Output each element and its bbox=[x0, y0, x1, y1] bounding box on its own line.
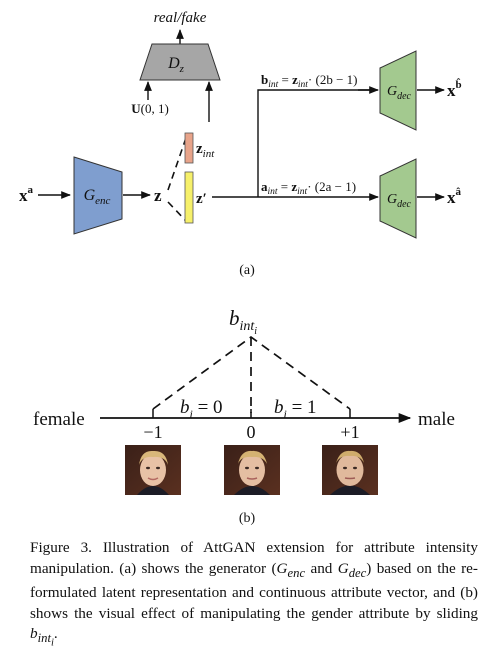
decoder-top-block bbox=[379, 50, 417, 131]
face-image-neutral bbox=[224, 445, 280, 495]
split-line-upper bbox=[167, 134, 188, 191]
z-int-label: zint bbox=[196, 141, 215, 160]
noise-label: U(0, 1) bbox=[131, 101, 169, 116]
z-int-bar bbox=[184, 132, 194, 164]
encoder-label: Genc bbox=[84, 187, 111, 207]
decoder-top-label: Gdec bbox=[387, 84, 412, 102]
split-line-lower bbox=[167, 201, 188, 223]
face-image-male bbox=[322, 445, 378, 495]
female-label: female bbox=[33, 409, 85, 430]
input-x-label: xa bbox=[19, 184, 34, 205]
face-image-female bbox=[125, 445, 181, 495]
z-prime-bar bbox=[184, 171, 194, 224]
discriminator-block bbox=[139, 43, 221, 81]
caption-g-dec: Gdec bbox=[337, 559, 367, 580]
figure-caption: Figure 3. Illustration of AttGAN extensi… bbox=[30, 538, 478, 655]
caption-text-1: Figure 3. Illustration of AttGAN extensi… bbox=[30, 539, 478, 577]
b-int-formula: bint = zint· (2b − 1) bbox=[261, 72, 358, 90]
decoder-bottom-label: Gdec bbox=[387, 192, 412, 210]
latent-z-label: z bbox=[154, 186, 162, 205]
b-int-i-label: binti bbox=[229, 306, 257, 337]
real-fake-label: real/fake bbox=[154, 10, 207, 26]
z-prime-label: z′ bbox=[196, 191, 207, 207]
connector-to-top-decoder bbox=[257, 89, 376, 197]
panel-b-label: (b) bbox=[239, 511, 256, 526]
panel-a-label: (a) bbox=[239, 263, 255, 278]
tick-label-zero: 0 bbox=[247, 422, 256, 442]
a-int-formula: aint = zint· (2a − 1) bbox=[261, 179, 356, 197]
encoder-block bbox=[73, 156, 123, 235]
discriminator-label: Dz bbox=[167, 55, 185, 75]
caption-g-enc: Genc bbox=[276, 559, 306, 580]
caption-text-2: ) based on the re-formulated latent repr… bbox=[30, 559, 478, 622]
caption-b-int-i: binti bbox=[30, 625, 54, 649]
panel-b: binti female male bi = 0 bi = 1 −1 0 +1 bbox=[33, 306, 455, 526]
output-x-a-label: xâ bbox=[447, 186, 462, 207]
panel-a: real/fake Dz U(0, 1) xa Genc z zint z′ bbox=[19, 10, 462, 278]
tick-label-plus-one: +1 bbox=[340, 422, 359, 442]
attgan-figure: real/fake Dz U(0, 1) xa Genc z zint z′ bbox=[19, 10, 462, 526]
tick-label-minus-one: −1 bbox=[143, 422, 162, 442]
caption-text-end: . bbox=[53, 625, 58, 643]
output-x-b-label: xb̂ bbox=[447, 78, 462, 100]
male-label: male bbox=[418, 409, 455, 430]
caption-text-and: and bbox=[305, 559, 338, 577]
left-region-label: bi = 0 bbox=[180, 397, 223, 421]
right-region-label: bi = 1 bbox=[274, 397, 317, 421]
decoder-bottom-block bbox=[379, 158, 417, 239]
